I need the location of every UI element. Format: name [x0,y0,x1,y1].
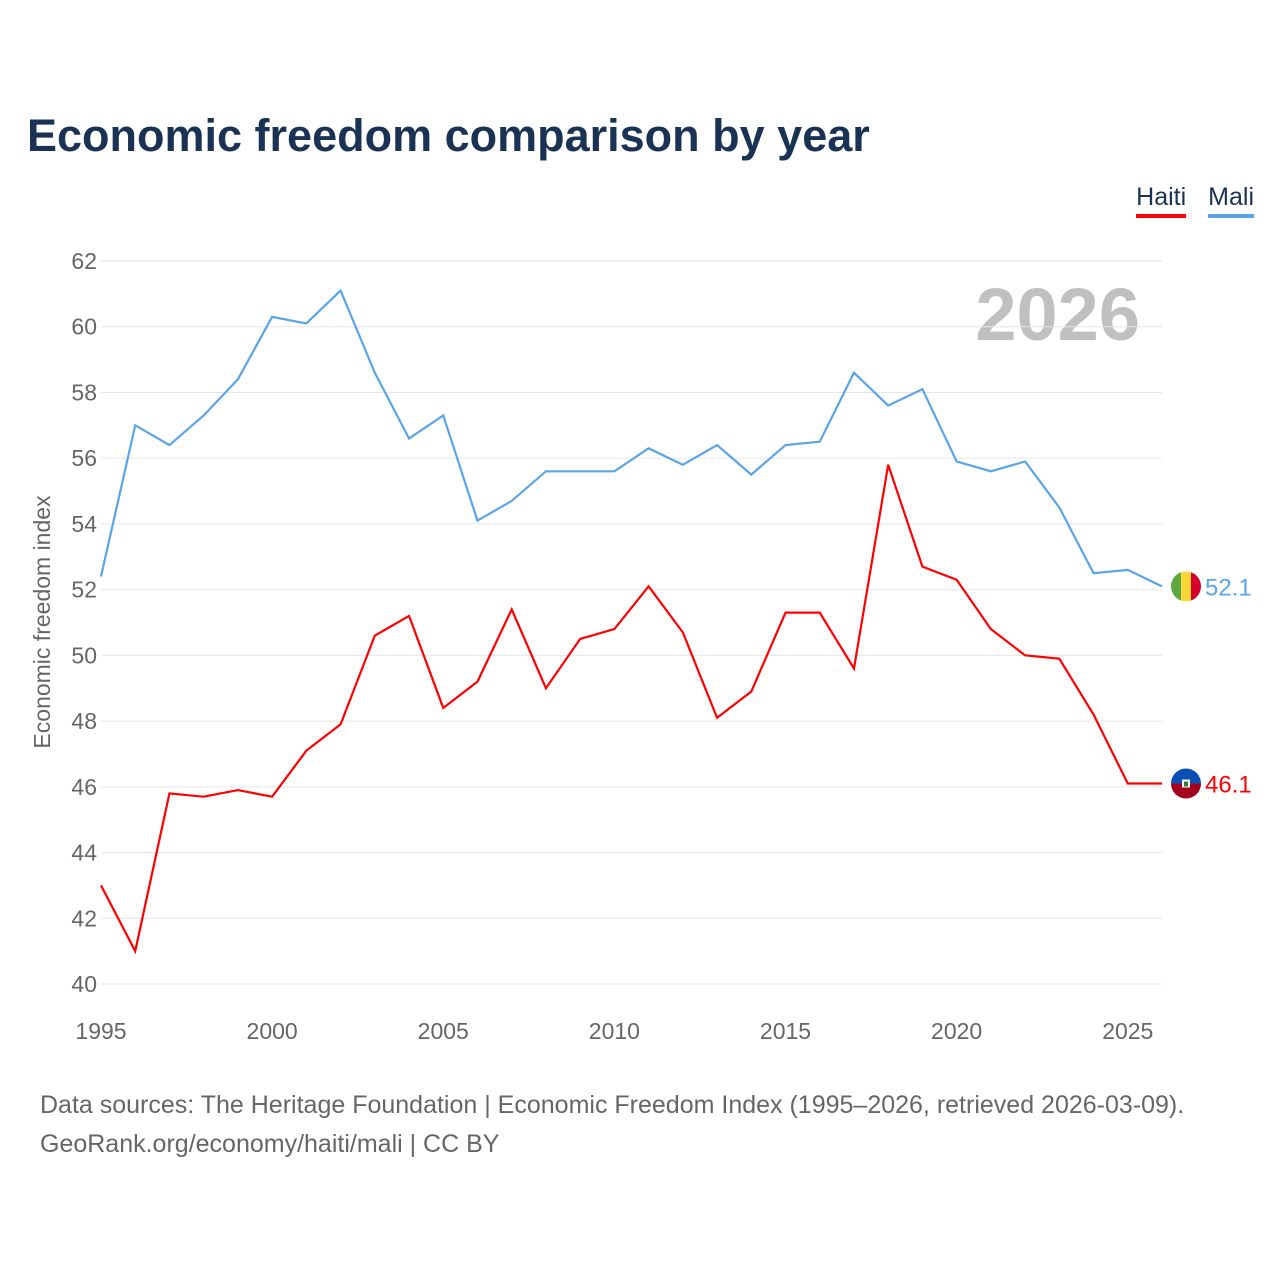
legend: Haiti Mali [1136,183,1254,218]
y-tick-label: 58 [71,379,97,405]
end-value-label-mali: 52.1 [1205,574,1252,601]
series-line-mali[interactable] [99,288,1163,588]
y-tick-label: 54 [71,511,97,537]
y-tick-label: 50 [71,642,97,668]
x-tick-label: 2020 [931,1018,982,1044]
chart-title: Economic freedom comparison by year [27,110,870,161]
y-tick-label: 60 [71,314,97,340]
y-tick-label: 44 [71,840,97,866]
y-axis-label: Economic freedom index [29,495,55,749]
y-tick-label: 62 [71,248,97,274]
series-line-haiti[interactable] [100,464,1162,955]
y-tick-label: 46 [71,774,97,800]
y-tick-label: 52 [71,577,97,603]
x-tick-label: 2010 [589,1018,640,1044]
x-tick-label: 1995 [75,1018,126,1044]
end-value-label-haiti: 46.1 [1205,772,1252,799]
x-tick-label: 2015 [760,1018,811,1044]
x-tick-label: 2025 [1102,1018,1153,1044]
x-tick-label: 2000 [247,1018,298,1044]
legend-item-haiti[interactable]: Haiti [1136,183,1187,218]
source-note: Data sources: The Heritage Foundation | … [40,1086,1184,1164]
line-chart: 2026 Economic freedom index 40 42 44 46 48 50… [29,248,1252,1044]
y-tick-label: 48 [71,708,97,734]
haiti-flag-icon [1171,768,1201,799]
legend-item-mali[interactable]: Mali [1208,183,1254,218]
source-line-2[interactable]: GeoRank.org/economy/haiti/mali | CC BY [40,1130,500,1158]
y-tick-label: 40 [71,971,97,997]
mali-flag-icon [1171,571,1201,602]
x-tick-label: 2005 [418,1018,469,1044]
year-watermark: 2026 [975,273,1140,356]
y-tick-label: 42 [71,905,97,931]
source-line-1: Data sources: The Heritage Foundation | … [40,1091,1185,1119]
y-tick-label: 56 [71,445,97,471]
